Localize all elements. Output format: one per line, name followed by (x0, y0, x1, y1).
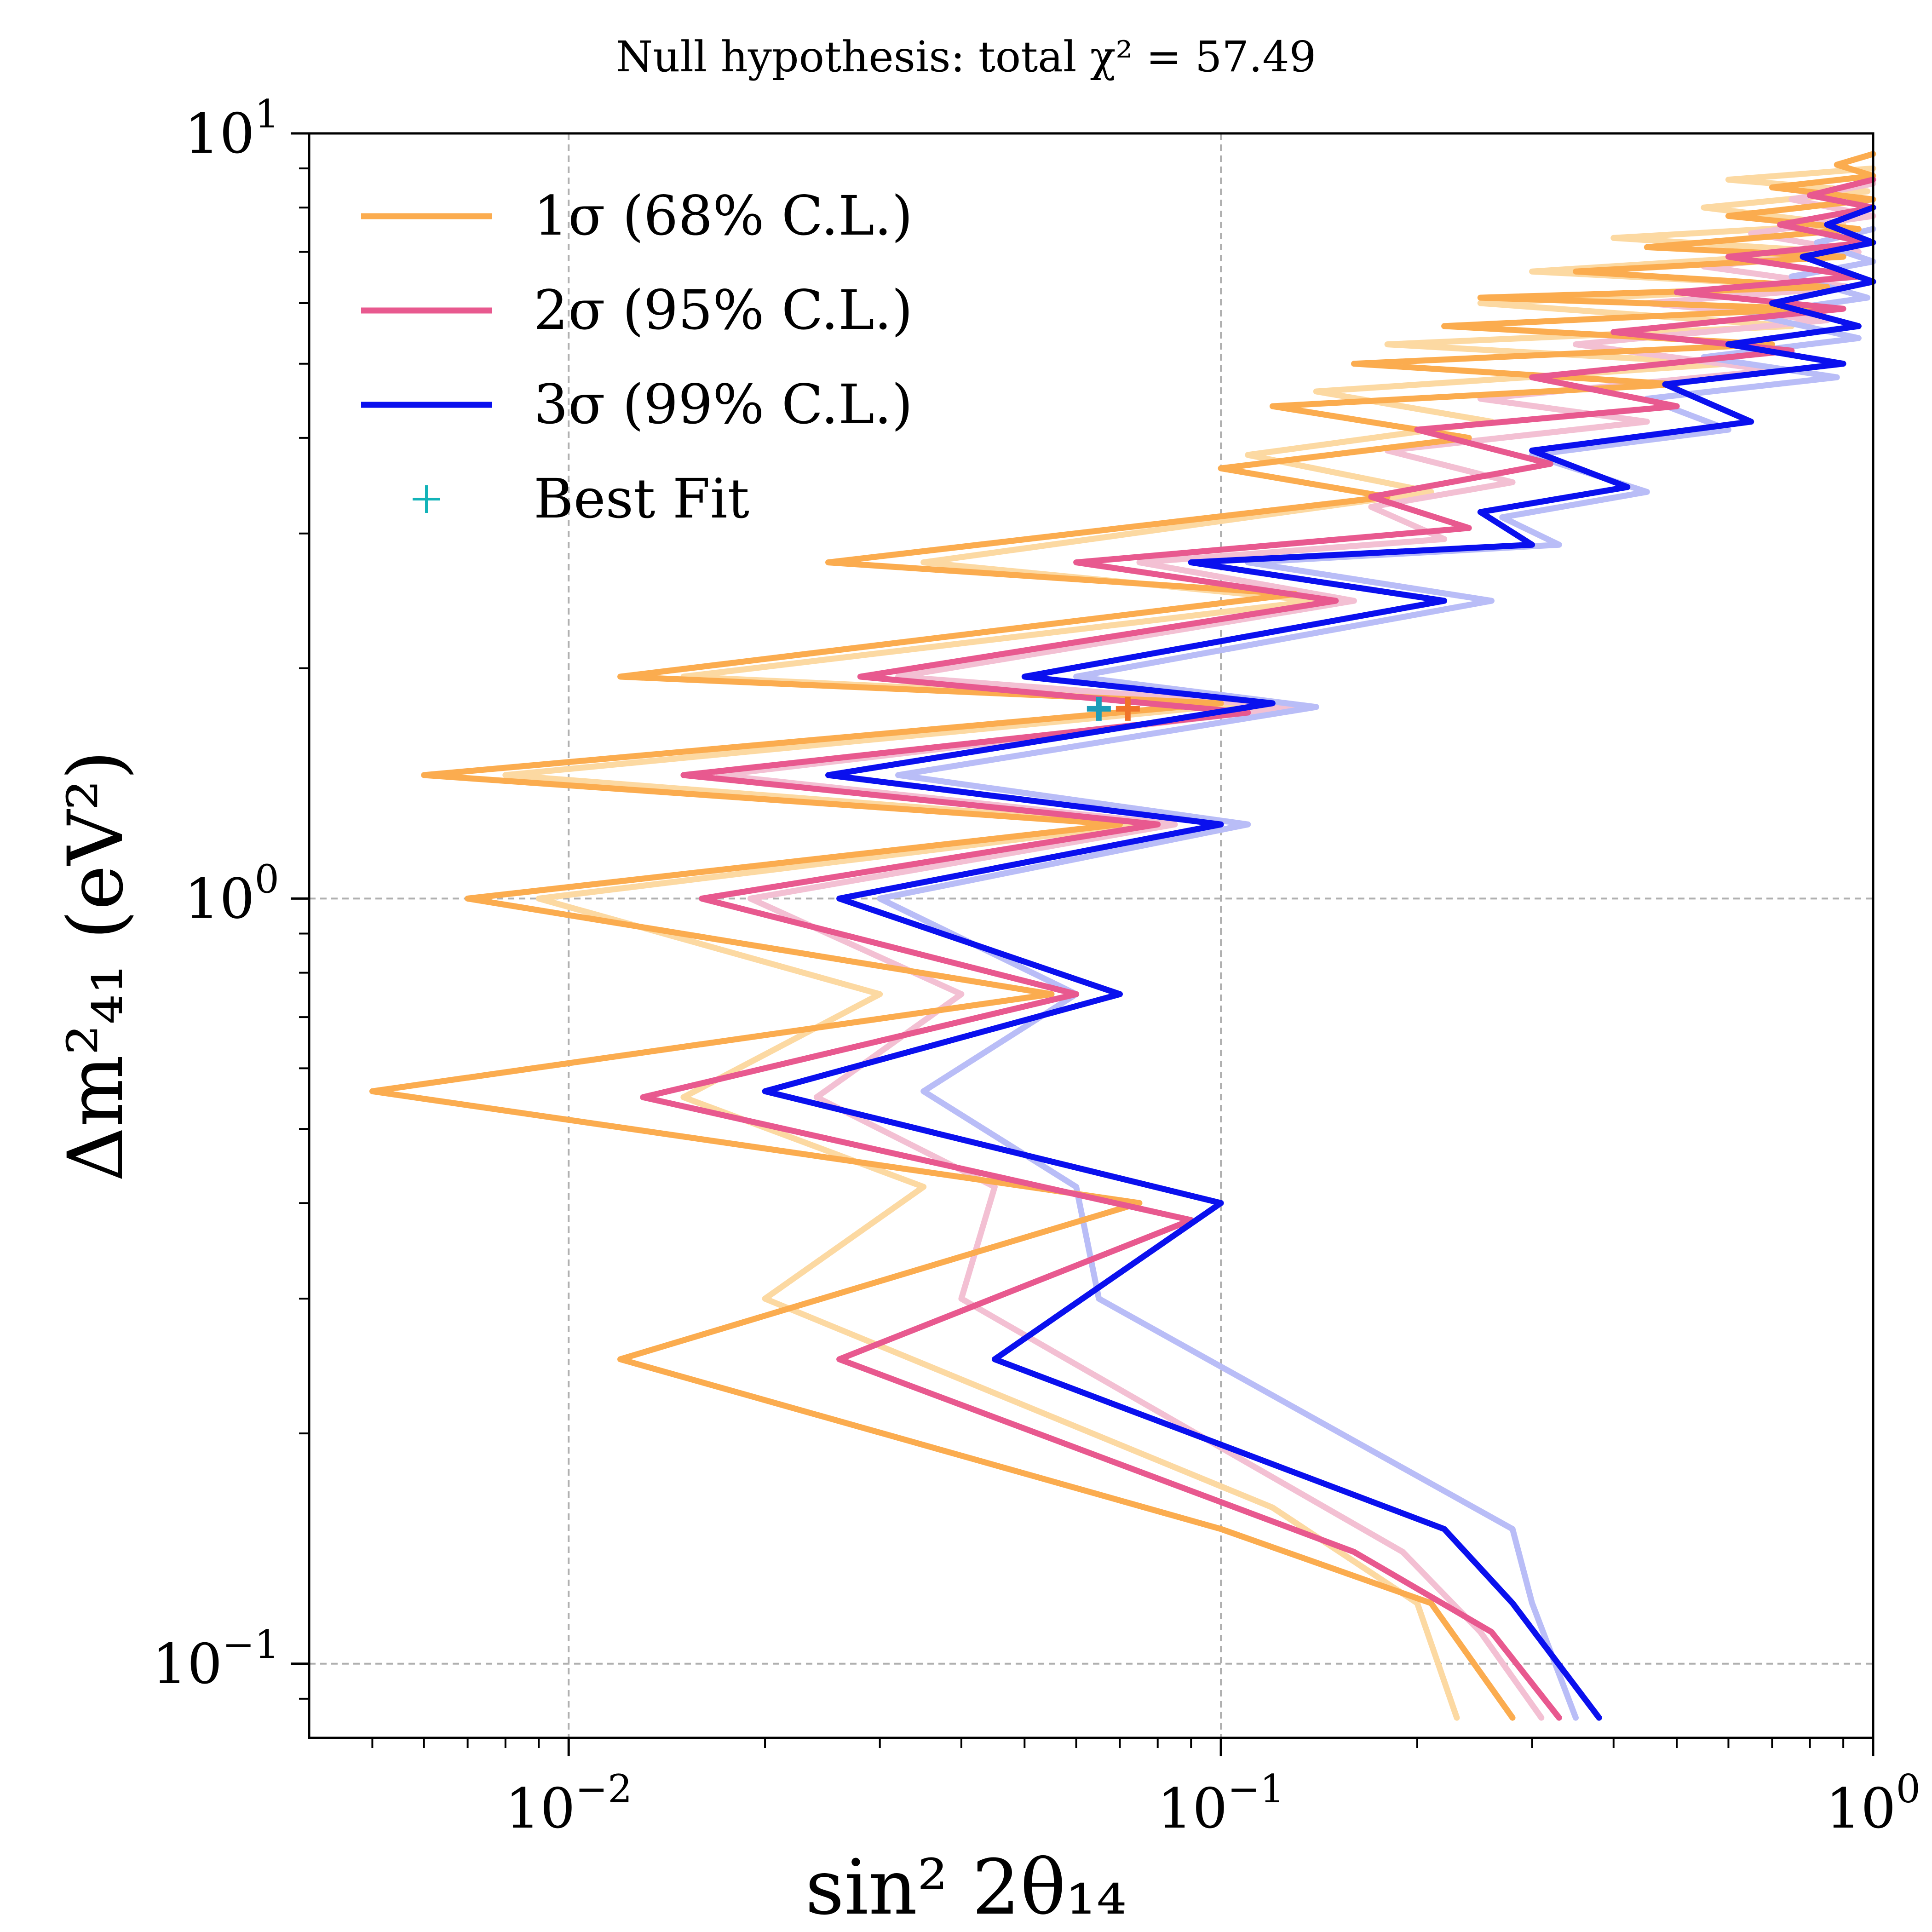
contour-2-95-c-l (640, 177, 1876, 1721)
series-layer (369, 151, 1876, 1721)
grid-layer (309, 133, 1873, 1738)
x-tick-label: 100 (1826, 1766, 1920, 1841)
plot-frame (308, 132, 1874, 1739)
contour-1-68-c-l (369, 151, 1876, 1721)
contour-3-light (877, 226, 1876, 1721)
x-tick-label: 10−2 (505, 1766, 632, 1841)
contour-1-light (502, 165, 1876, 1721)
y-axis-title: Δm²₄₁ (eV²) (52, 750, 140, 1182)
x-axis-title: sin² 2θ₁₄ (805, 1843, 1127, 1932)
legend-label: 3σ (99% C.L.) (534, 373, 913, 436)
best-fit-marker (1116, 696, 1140, 721)
legend: 1σ (68% C.L.) 2σ (95% C.L.) 3σ (99% C.L.) B… (361, 184, 913, 530)
axis-layer: 10−2 10−1 100 10−1 100 101 (152, 92, 1920, 1841)
legend-label: 2σ (95% C.L.) (534, 278, 913, 342)
legend-label: Best Fit (534, 467, 749, 530)
contour-3-99-c-l (762, 204, 1876, 1721)
y-tick-label: 101 (184, 92, 279, 166)
chart-title: Null hypothesis: total χ² = 57.49 (616, 32, 1317, 81)
y-tick-label: 10−1 (152, 1622, 279, 1696)
y-tick-label: 100 (184, 857, 279, 931)
x-tick-label: 10−1 (1157, 1766, 1285, 1841)
marker-layer (1087, 696, 1140, 721)
best-fit-marker (1087, 696, 1111, 721)
legend-marker (413, 485, 440, 513)
legend-label: 1σ (68% C.L.) (534, 184, 913, 247)
